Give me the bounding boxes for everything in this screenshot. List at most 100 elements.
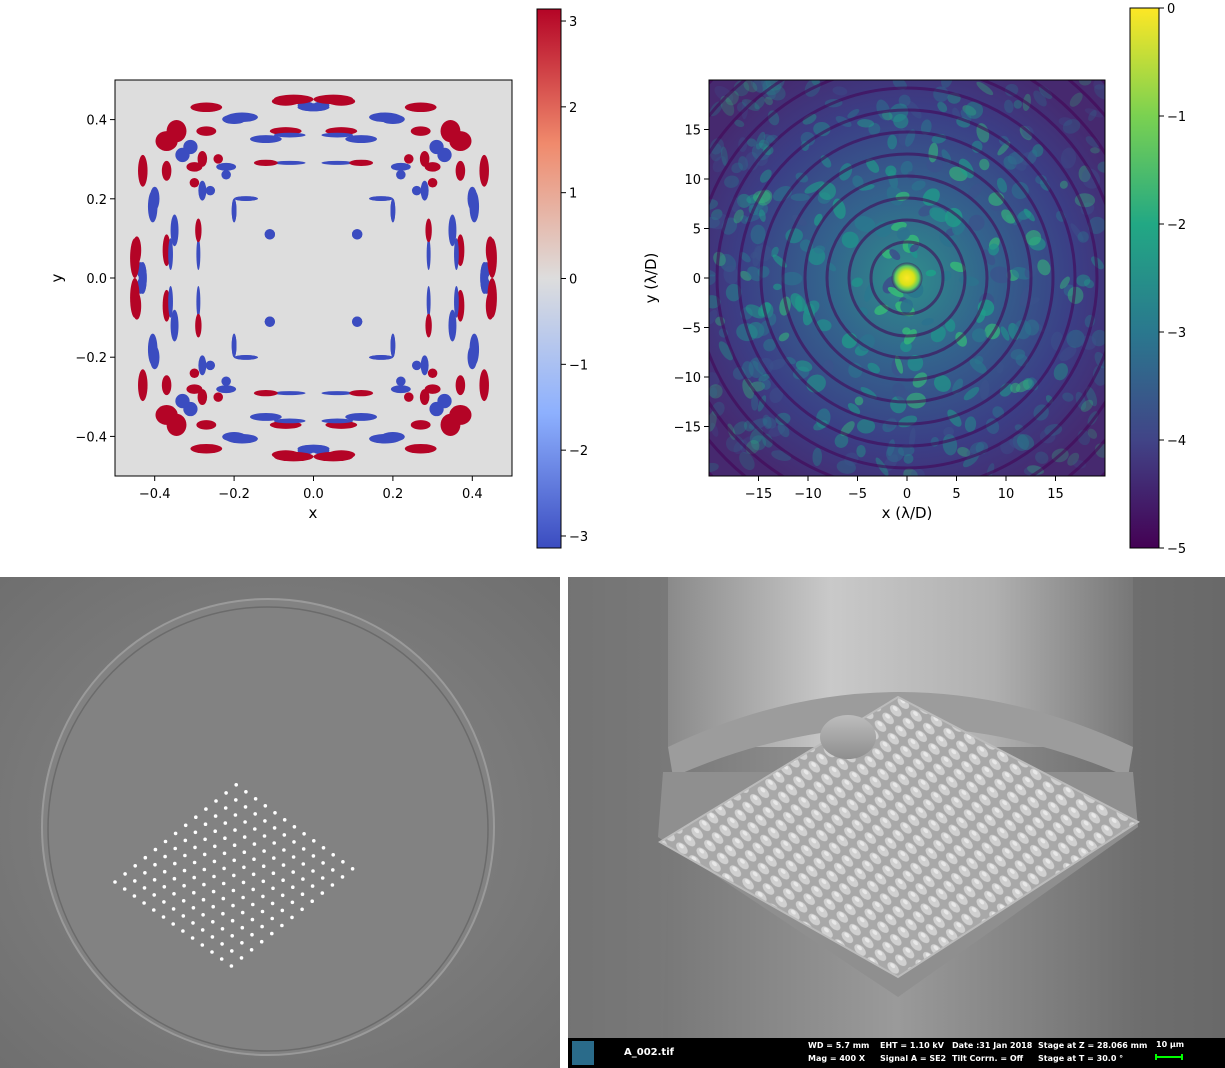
psf-speckle [889, 249, 901, 261]
phase-blob [321, 391, 354, 396]
psf-speckle [721, 146, 728, 167]
psf-speckle [1091, 329, 1105, 347]
psf-speckle [773, 283, 782, 291]
fiber-core [280, 923, 284, 928]
fiber-core [132, 894, 137, 898]
fiber-core [350, 867, 355, 871]
psf-speckle [742, 378, 755, 399]
x-tick-label: −0.2 [218, 487, 250, 502]
phase-blob [195, 313, 202, 338]
psf-speckle [952, 378, 964, 395]
psf-speckle [1016, 434, 1035, 451]
phase-pattern [130, 94, 497, 462]
fiber-core [211, 904, 215, 909]
fiber-core [300, 892, 305, 896]
psf-speckle [711, 209, 723, 221]
psf-speckle [969, 358, 987, 374]
psf-speckle [752, 360, 767, 377]
phase-blob [264, 229, 275, 240]
psf-speckle [996, 362, 1004, 374]
psf-speckle [902, 327, 911, 335]
phase-blob [190, 102, 223, 113]
fiber-core [181, 929, 185, 933]
psf-speckle [709, 274, 717, 286]
psf-speckle [813, 245, 826, 254]
fiber-core [221, 911, 225, 916]
sem-info-bar: A_002.tif WD = 5.7 mm Mag = 400 X EHT = … [568, 1038, 1225, 1068]
psf-speckle [1077, 231, 1089, 243]
fiber-core [292, 840, 296, 844]
y-tick-label: 0 [693, 272, 701, 287]
fiber-core [213, 814, 218, 818]
psf-speckle [944, 207, 963, 228]
psf-ring [737, 108, 1077, 448]
phase-blob [216, 162, 237, 171]
psf-speckle [981, 249, 996, 266]
y-tick-label: −10 [674, 371, 701, 386]
phase-blob [467, 186, 478, 211]
colorbar-tick-label: 1 [569, 187, 577, 202]
psf-speckle [1009, 438, 1024, 450]
phase-blob [234, 355, 258, 360]
x-tick-label: −5 [848, 487, 867, 502]
psf-speckle [761, 379, 771, 390]
fiber-core [152, 878, 157, 882]
phase-blob [369, 355, 393, 360]
psf-speckle [847, 108, 860, 119]
phase-map-chart: −0.4 −0.2 0.0 0.2 0.4 −0.4−0.20.00.20.4 x y … [48, 8, 588, 549]
phase-blob [196, 420, 217, 430]
psf-speckle [1076, 274, 1091, 287]
phase-blob [352, 229, 363, 240]
x-tick-label: 15 [1047, 487, 1064, 502]
fiber-core [240, 941, 244, 945]
psf-speckle [763, 134, 776, 143]
psf-speckle [770, 246, 779, 258]
fiber-core [223, 836, 227, 840]
colorbar-tick-label: 2 [569, 101, 577, 116]
psf-speckle [968, 183, 983, 199]
psf-speckle [911, 180, 926, 191]
colorbar-tick-label: −3 [1167, 326, 1186, 341]
sem-photo: A_002.tif WD = 5.7 mm Mag = 400 X EHT = … [568, 577, 1225, 1068]
psf-speckle [996, 177, 1008, 193]
fiber-core [241, 880, 246, 885]
fiber-core [301, 877, 305, 881]
fiber-core [220, 927, 225, 931]
psf-speckle [856, 444, 866, 458]
psf-speckle [769, 387, 784, 404]
phase-blob [440, 119, 461, 143]
central-lens [820, 715, 876, 759]
x-tick-label: 10 [998, 487, 1015, 502]
psf-speckle [724, 175, 739, 188]
colorbar-tick-label: −2 [569, 444, 588, 459]
fiber-core [214, 799, 218, 803]
fiber-core [212, 874, 216, 879]
fiber-core [232, 843, 237, 847]
fiber-core [204, 807, 208, 811]
x-tick-label: −15 [745, 487, 772, 502]
fiber-core [210, 935, 215, 939]
psf-speckle [887, 439, 895, 457]
psf-speckle [962, 105, 977, 116]
fiber-core [252, 842, 257, 846]
fiber-core [213, 829, 217, 833]
sem-date: Date :31 Jan 2018 [952, 1041, 1033, 1050]
psf-ring [759, 130, 1055, 426]
phase-blob [297, 444, 330, 453]
fiber-core [232, 873, 236, 878]
fiber-core [291, 870, 296, 874]
fiber-core [213, 844, 217, 849]
fiber-core [249, 948, 254, 952]
phase-blob [234, 196, 258, 201]
phase-blob [404, 392, 414, 402]
phase-blob [321, 132, 354, 138]
fiber-core [261, 864, 266, 868]
fiber-core [231, 903, 235, 908]
psf-speckle [943, 426, 955, 437]
phase-blob [166, 119, 187, 143]
fiber-core [202, 867, 207, 872]
phase-blob [424, 162, 441, 172]
psf-speckle [1067, 452, 1080, 466]
psf-speckle [834, 433, 849, 448]
phase-blob [196, 285, 201, 318]
